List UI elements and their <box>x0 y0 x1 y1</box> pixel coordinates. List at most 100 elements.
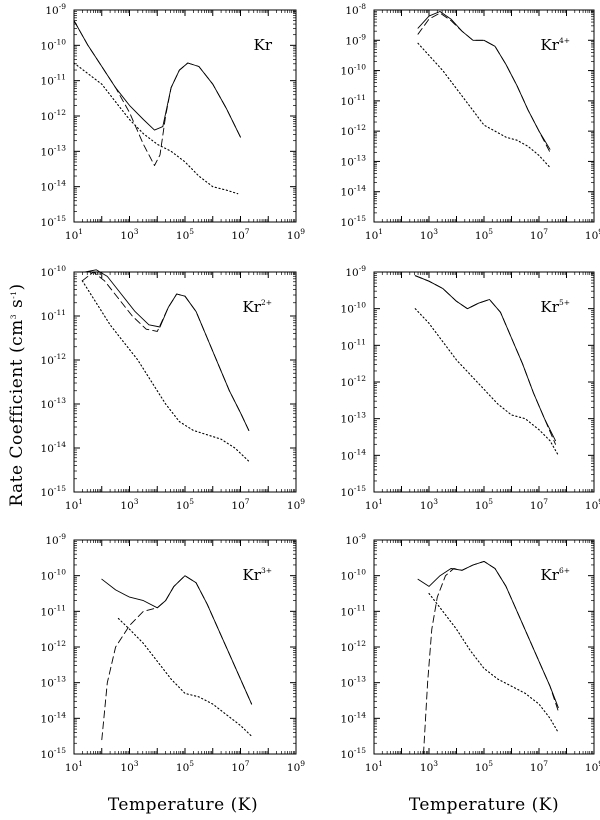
x-tick-label-base: 10 <box>287 762 300 774</box>
y-tick-label: 10-13 <box>41 396 67 411</box>
y-tick-label-exp: -14 <box>354 184 366 193</box>
y-tick-label: 10-10 <box>341 568 367 583</box>
y-tick-label: 10-14 <box>41 179 67 194</box>
y-tick-label-exp: -12 <box>354 123 366 132</box>
y-tick-label: 10-10 <box>41 264 67 279</box>
x-tick-label-exp: 5 <box>488 227 493 236</box>
x-tick-label-exp: 3 <box>433 227 438 236</box>
y-tick-label-exp: -14 <box>54 710 66 719</box>
y-tick-label-base: 10 <box>341 340 354 352</box>
series-dielectronic <box>101 575 253 741</box>
x-tick-label: 107 <box>231 227 249 242</box>
y-tick-label: 10-11 <box>341 337 366 352</box>
y-tick-label-exp: -9 <box>359 32 367 41</box>
y-tick-label-exp: -12 <box>54 639 66 648</box>
y-tick-label: 10-9 <box>45 532 66 547</box>
y-tick-label-base: 10 <box>345 267 358 279</box>
x-tick-label-base: 10 <box>65 230 78 242</box>
x-tick-label: 103 <box>120 227 138 242</box>
y-tick-label-exp: -11 <box>354 337 366 346</box>
y-tick-label: 10-12 <box>341 639 367 654</box>
x-tick-label-exp: 5 <box>189 759 194 768</box>
x-tick-label: 109 <box>287 497 305 512</box>
y-tick-label-base: 10 <box>345 5 358 17</box>
y-tick-label-base: 10 <box>41 749 54 761</box>
y-tick-label-exp: -9 <box>359 264 367 273</box>
y-tick-label: 10-12 <box>41 352 67 367</box>
y-tick-label-exp: -15 <box>354 746 366 755</box>
y-tick-label-exp: -13 <box>54 143 66 152</box>
x-tick-label-exp: 7 <box>543 227 548 236</box>
y-tick-label-exp: -12 <box>54 352 66 361</box>
x-tick-label-base: 10 <box>65 500 78 512</box>
x-tick-label: 103 <box>420 759 438 774</box>
panel-kr6: 10110310510710910-1510-1410-1310-1210-11… <box>341 532 600 774</box>
y-tick-label-exp: -13 <box>354 411 366 420</box>
x-tick-label-base: 10 <box>120 762 133 774</box>
y-tick-label: 10-15 <box>341 214 367 229</box>
y-tick-label: 10-10 <box>41 37 67 52</box>
x-axis-title-left: Temperature (K) <box>108 795 258 815</box>
x-tick-label-exp: 1 <box>378 497 383 506</box>
y-tick-label-base: 10 <box>41 606 54 618</box>
ion-label-charge: 2+ <box>261 298 272 307</box>
x-tick-label: 105 <box>176 497 194 512</box>
ion-label-symbol: Kr <box>254 36 273 54</box>
x-tick-label-base: 10 <box>585 230 598 242</box>
x-tick-label-exp: 9 <box>300 497 305 506</box>
y-tick-label-base: 10 <box>45 5 58 17</box>
y-tick-label-base: 10 <box>341 749 354 761</box>
y-tick-label: 10-15 <box>341 746 367 761</box>
x-tick-label: 109 <box>585 497 600 512</box>
y-tick-label: 10-10 <box>341 301 367 316</box>
y-tick-label-exp: -13 <box>54 396 66 405</box>
y-tick-label: 10-12 <box>41 639 67 654</box>
x-tick-label: 109 <box>585 759 600 774</box>
y-tick-label: 10-8 <box>345 2 366 17</box>
ion-label: Kr5+ <box>541 298 570 316</box>
ion-label: Kr4+ <box>541 36 570 54</box>
x-tick-label-base: 10 <box>420 230 433 242</box>
x-tick-label-exp: 7 <box>245 497 250 506</box>
series-radiative <box>414 308 559 456</box>
y-tick-label-exp: -10 <box>354 301 366 310</box>
series-dielectronic <box>417 12 551 153</box>
x-tick-label-exp: 1 <box>78 759 83 768</box>
x-tick-label: 101 <box>65 759 83 774</box>
y-tick-label-base: 10 <box>341 187 354 199</box>
y-tick-label-exp: -10 <box>354 63 366 72</box>
y-tick-label: 10-11 <box>341 93 366 108</box>
y-tick-label: 10-11 <box>41 73 66 88</box>
x-tick-label: 101 <box>365 497 383 512</box>
y-axis-title-text: Rate Coefficient (cm <box>7 319 27 506</box>
y-tick-label-base: 10 <box>41 267 54 279</box>
ion-label-charge: 6+ <box>559 566 570 575</box>
y-tick-label-base: 10 <box>41 571 54 583</box>
y-tick-label-exp: -10 <box>54 568 66 577</box>
y-tick-label-exp: -12 <box>54 108 66 117</box>
y-tick-label: 10-12 <box>341 374 367 389</box>
y-tick-label: 10-13 <box>341 675 367 690</box>
y-axis-title-sup1: 3 <box>9 314 18 319</box>
y-tick-label-exp: -9 <box>59 532 67 541</box>
y-tick-label-base: 10 <box>41 76 54 88</box>
x-tick-label-exp: 1 <box>378 227 383 236</box>
series-dielectronic <box>423 560 559 755</box>
panel-kr5: 10110310510710910-1510-1410-1310-1210-11… <box>341 264 600 512</box>
ion-label-symbol: Kr <box>541 36 560 54</box>
y-tick-label-exp: -15 <box>354 214 366 223</box>
x-tick-label-base: 10 <box>530 500 543 512</box>
y-tick-label-exp: -11 <box>54 603 66 612</box>
x-tick-label-base: 10 <box>120 230 133 242</box>
x-tick-label-exp: 3 <box>134 759 139 768</box>
ion-label: Kr3+ <box>243 566 272 584</box>
x-tick-label: 109 <box>287 759 305 774</box>
ion-label-symbol: Kr <box>541 298 560 316</box>
y-tick-label: 10-12 <box>41 108 67 123</box>
x-tick-label: 107 <box>530 497 548 512</box>
series-dielectronic <box>81 271 250 431</box>
y-tick-label-exp: -8 <box>359 2 367 11</box>
x-tick-label: 107 <box>231 497 249 512</box>
series-total <box>417 11 551 150</box>
y-tick-label: 10-9 <box>345 264 366 279</box>
